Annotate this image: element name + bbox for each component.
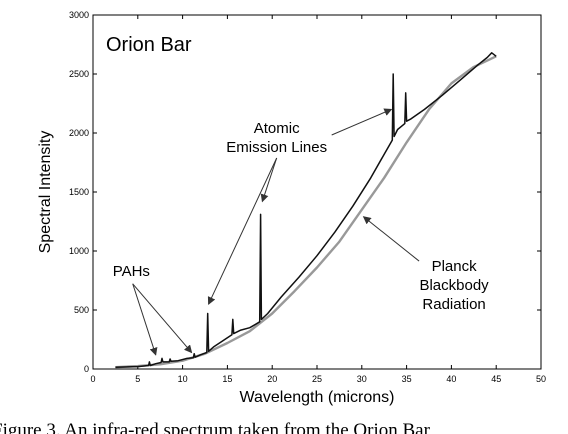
annotation-line: PAHs [113, 263, 150, 280]
figure-caption: Figure 3. An infra-red spectrum taken fr… [0, 420, 431, 434]
annotation-line: Blackbody [419, 277, 489, 294]
y-tick-label: 500 [74, 305, 89, 315]
x-tick-label: 25 [312, 374, 322, 384]
y-tick-label: 1500 [69, 187, 89, 197]
x-tick-label: 10 [178, 374, 188, 384]
series-blackbody-line [115, 55, 497, 369]
x-tick-label: 20 [267, 374, 277, 384]
annotation-group: PAHs Atomic Emission Lines Planck Blackbody R… [113, 108, 489, 356]
y-tick-label: 2000 [69, 128, 89, 138]
x-tick-label: 35 [402, 374, 412, 384]
x-tick-label: 0 [90, 374, 95, 384]
annotation-arrow [331, 108, 393, 136]
series-spectrum-line [115, 52, 497, 368]
annotation-label: PAHs [113, 263, 150, 280]
x-axis-label: Wavelength (microns) [239, 389, 394, 406]
annotation-line: Radiation [422, 296, 485, 313]
x-tick-label: 30 [357, 374, 367, 384]
annotation-arrow [132, 283, 158, 356]
y-tick-label: 1000 [69, 246, 89, 256]
y-axis-label: Spectral Intensity [37, 131, 54, 254]
y-tick-label: 0 [84, 364, 89, 374]
annotation-arrow [207, 157, 278, 306]
y-tick-label: 3000 [69, 10, 89, 20]
x-tick-label: 5 [135, 374, 140, 384]
x-tick-label: 45 [491, 374, 501, 384]
annotation-line: Atomic [254, 120, 300, 137]
axis-ticks: 0 5 10 15 20 25 30 35 40 45 5005001000150020002500… [69, 10, 546, 384]
annotation-arrow [260, 157, 278, 203]
chart-title: Orion Bar [106, 34, 192, 56]
annotation-line: Emission Lines [226, 139, 327, 156]
annotation-arrow [132, 283, 193, 354]
annotation-arrow [362, 216, 420, 262]
annotation-label: Planck Blackbody Radiation [419, 258, 489, 313]
series-group [115, 52, 497, 369]
x-tick-label: 15 [222, 374, 232, 384]
annotation-label: Atomic Emission Lines [226, 120, 327, 156]
y-tick-label: 2500 [69, 69, 89, 79]
x-tick-label: 40 [446, 374, 456, 384]
annotation-line: Planck [432, 258, 478, 275]
x-tick-label: 50 [536, 374, 546, 384]
